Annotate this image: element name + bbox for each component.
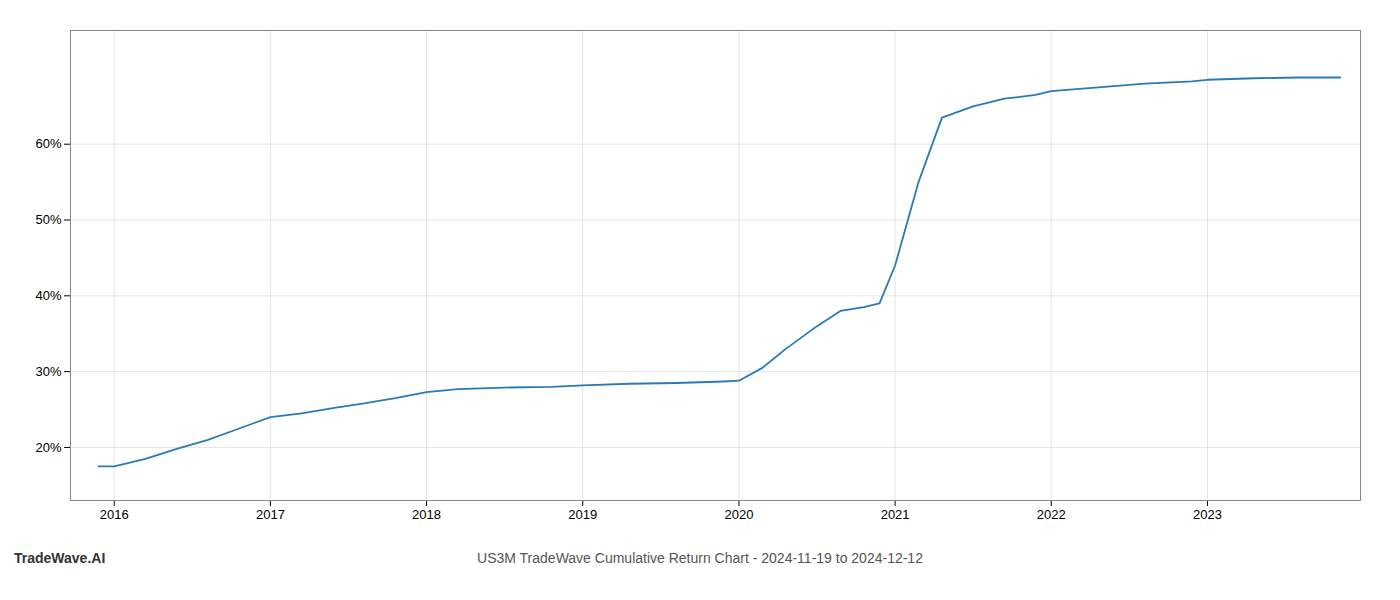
- svg-text:40%: 40%: [35, 288, 61, 303]
- svg-text:2017: 2017: [256, 507, 285, 522]
- svg-text:20%: 20%: [35, 440, 61, 455]
- svg-text:50%: 50%: [35, 212, 61, 227]
- svg-text:2020: 2020: [724, 507, 753, 522]
- svg-text:2021: 2021: [881, 507, 910, 522]
- html-text:TradeWave.AI: TradeWave.AI: [14, 550, 106, 566]
- html-text:US3M TradeWave Cumulative Retu: US3M TradeWave Cumulative Return Chart -…: [477, 550, 923, 566]
- svg-text:2022: 2022: [1037, 507, 1066, 522]
- svg-text:2023: 2023: [1193, 507, 1222, 522]
- svg-text:2019: 2019: [568, 507, 597, 522]
- svg-text:30%: 30%: [35, 364, 61, 379]
- svg-text:2016: 2016: [100, 507, 129, 522]
- svg-text:2018: 2018: [412, 507, 441, 522]
- svg-text:60%: 60%: [35, 136, 61, 151]
